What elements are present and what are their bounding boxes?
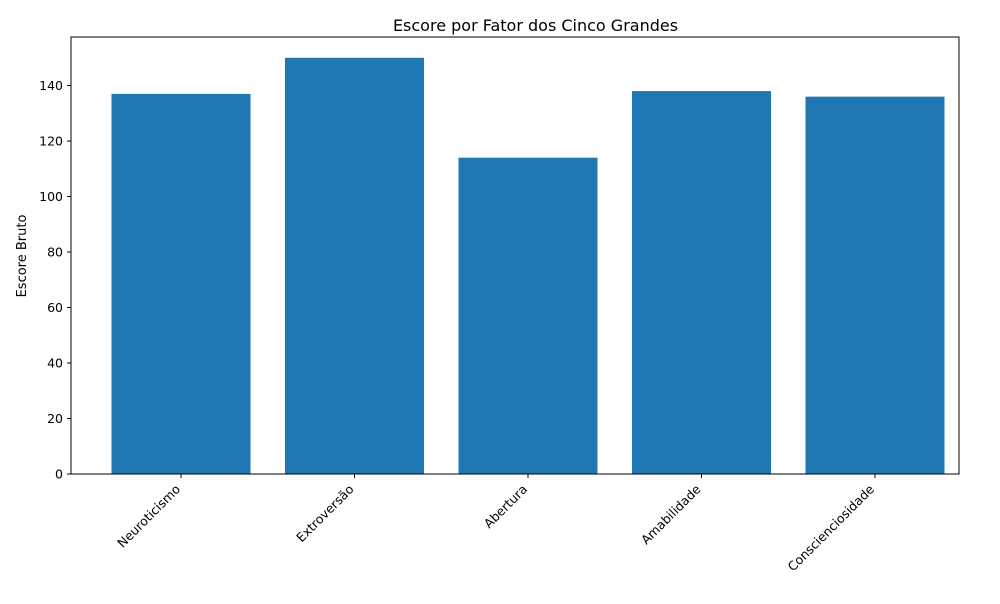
bar-conscienciosidade (805, 96, 945, 475)
y-tick-label: 20 (47, 411, 63, 426)
x-axis: Neuroticismo Extroversão Abertura Amabilida… (114, 474, 877, 574)
bar-neuroticismo (111, 93, 251, 474)
y-tick-label: 140 (39, 78, 63, 93)
x-tick-label: Abertura (481, 482, 530, 531)
bar-abertura (458, 157, 598, 474)
y-tick-label: 100 (39, 189, 63, 204)
plot-frame (70, 36, 960, 475)
x-tick-label: Extroversão (293, 482, 356, 545)
x-tick-label: Conscienciosidade (785, 481, 878, 574)
bar-extroversão (285, 57, 424, 475)
y-axis: 0 20 40 60 80 100 120 140 (39, 78, 71, 482)
y-axis-label: Escore Bruto (15, 215, 30, 298)
x-tick-label: Amabilidade (638, 481, 704, 547)
bar-amabilidade (632, 91, 771, 474)
y-tick-label: 80 (47, 245, 63, 260)
plot-area (70, 36, 960, 475)
y-tick-label: 120 (39, 134, 63, 149)
y-tick-label: 40 (47, 356, 63, 371)
x-tick-label: Neuroticismo (114, 482, 183, 551)
y-tick-label: 0 (55, 467, 63, 482)
y-tick-label: 60 (47, 300, 63, 315)
chart-title: Escore por Fator dos Cinco Grandes (393, 16, 678, 35)
